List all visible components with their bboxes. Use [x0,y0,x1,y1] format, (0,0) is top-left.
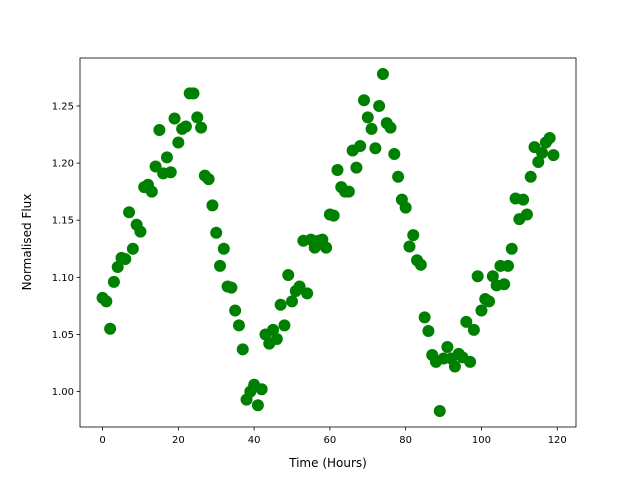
y-axis-label: Normalised Flux [20,194,34,291]
data-point [123,206,136,219]
data-point [441,341,454,354]
data-point [172,136,185,149]
data-point [111,261,124,274]
data-point [422,325,435,338]
data-point [301,287,314,300]
plot-frame [79,57,577,428]
data-point [433,405,446,418]
data-point [270,333,283,346]
data-point [229,304,242,317]
data-point [160,151,173,164]
data-point [232,319,245,332]
data-point [342,185,355,198]
data-point [498,278,511,291]
data-point [274,298,287,311]
data-point [195,121,208,134]
y-tick-label: 1.00 [52,387,74,398]
x-tick-label: 100 [472,435,491,446]
x-tick-label: 80 [399,435,412,446]
data-point [251,399,264,412]
data-point [486,270,499,283]
x-axis-label: Time (Hours) [288,456,367,470]
data-point [320,241,333,254]
data-point [505,242,518,255]
y-tick-label: 1.25 [52,101,74,112]
data-point [126,242,139,255]
y-axis-ticks: 1.00 1.05 1.10 1.15 1.20 1.25 [52,101,80,398]
data-point [407,229,420,242]
data-point [483,295,496,308]
data-point [414,258,427,271]
data-point [448,360,461,373]
data-point [164,166,177,179]
data-point [278,319,291,332]
data-point [206,199,219,212]
data-point [543,131,556,144]
x-tick-label: 20 [172,435,185,446]
data-point [225,281,238,294]
data-point [536,146,549,159]
data-point [532,155,545,168]
data-point [357,94,370,107]
data-point [388,147,401,160]
data-point [104,322,117,335]
data-point [501,259,514,272]
data-point [331,163,344,176]
y-tick-label: 1.20 [52,159,74,170]
data-point [255,383,268,396]
data-point [384,121,397,134]
data-point [392,170,405,183]
data-point [418,311,431,324]
data-point [153,123,166,136]
data-point [517,193,530,206]
x-tick-label: 40 [248,435,261,446]
data-point [168,112,181,125]
data-point [286,295,299,308]
data-point [236,343,249,356]
data-point [282,269,295,282]
data-point [327,209,340,222]
data-point [361,111,374,124]
x-axis-ticks: 0 20 40 60 80 100 120 [99,427,567,446]
x-tick-label: 60 [324,435,337,446]
data-point [467,323,480,336]
data-point [471,270,484,283]
data-point [210,226,223,239]
y-tick-label: 1.15 [52,216,74,227]
y-tick-label: 1.10 [52,273,74,284]
data-point [191,111,204,124]
data-points [96,67,560,418]
data-point [460,315,473,328]
data-point [365,122,378,135]
data-point [267,323,280,336]
data-point [475,304,488,317]
data-point [202,173,215,186]
y-tick-label: 1.05 [52,330,74,341]
data-point [547,149,560,162]
data-point [100,295,113,308]
data-point [373,99,386,112]
data-point [217,242,230,255]
data-point [179,120,192,133]
data-point [399,201,412,214]
data-point [145,185,158,198]
data-point [376,67,389,80]
data-point [524,170,537,183]
data-point [464,355,477,368]
data-point [134,225,147,238]
data-point [214,259,227,272]
data-point [107,275,120,288]
x-tick-label: 120 [548,435,567,446]
x-tick-label: 0 [99,435,105,446]
data-point [350,161,363,174]
data-point [187,87,200,100]
data-point [403,240,416,253]
data-point [354,139,367,152]
data-point [119,253,132,266]
data-point [520,208,533,221]
data-point [369,142,382,155]
